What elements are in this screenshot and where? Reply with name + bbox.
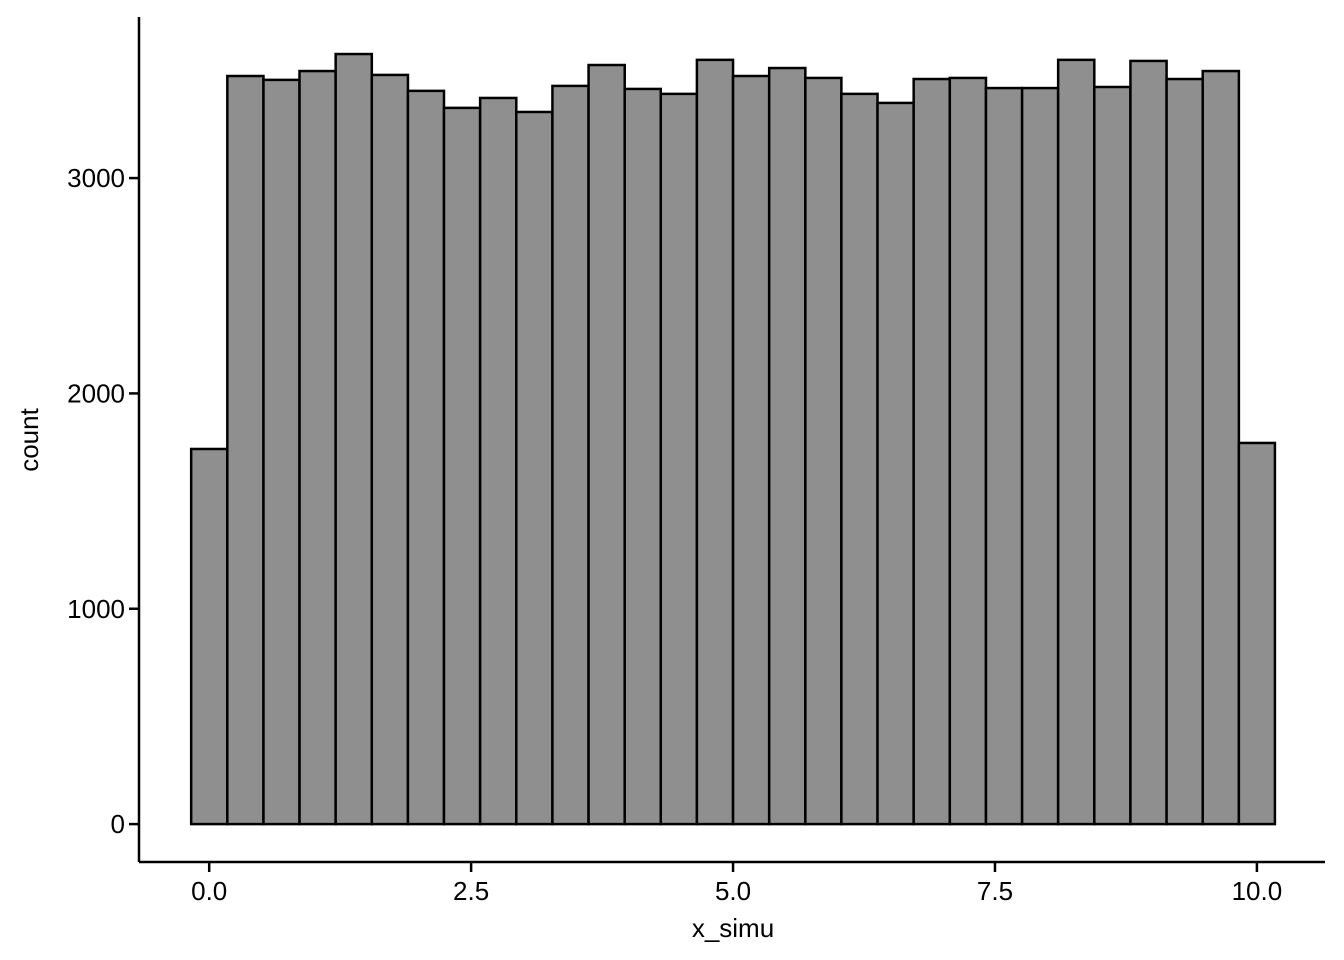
bar [876,101,915,826]
x-tick-label: 5.0 [715,876,751,906]
bar [1201,69,1241,826]
bar [695,58,735,826]
x-tick-label: 2.5 [453,876,489,906]
bar [984,86,1024,826]
bar [515,110,554,826]
bar [478,96,518,826]
bar [659,92,699,826]
bar [767,66,807,826]
bar [948,76,988,826]
y-tick-label: 0 [111,809,125,839]
bar [298,69,337,826]
x-axis-label: x_simu [692,913,774,943]
bar [442,106,482,826]
y-tick-label: 1000 [67,594,125,624]
y-axis-label: count [14,407,44,471]
bar [840,92,879,826]
x-tick-label: 0.0 [191,876,227,906]
bar [1165,77,1204,826]
bar [1237,441,1277,826]
bar [587,63,626,826]
bar [334,52,374,826]
bar [804,76,843,826]
bar [189,447,229,826]
bar [912,77,952,826]
bar [731,74,771,826]
x-tick-label: 10.0 [1232,876,1283,906]
bar [370,73,410,826]
x-tick-label: 7.5 [977,876,1013,906]
y-tick-label: 3000 [67,163,125,193]
bar [1056,58,1096,826]
bar [226,74,265,826]
bar [1020,86,1060,826]
bar [623,87,663,826]
bar [406,89,446,826]
bar [1093,85,1132,826]
bar [551,84,590,826]
bar [262,78,301,826]
y-tick-label: 2000 [67,378,125,408]
bar [1129,59,1168,826]
